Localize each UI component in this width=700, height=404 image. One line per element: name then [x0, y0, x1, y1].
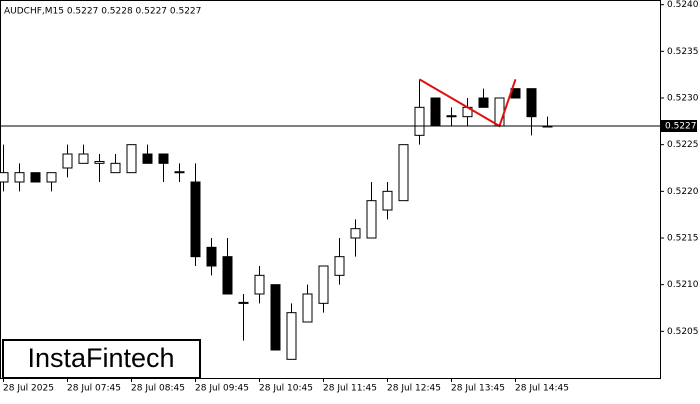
- candle-body: [430, 97, 441, 127]
- candle-body: [142, 153, 153, 164]
- candle-body: [158, 153, 169, 164]
- candle-body: [190, 181, 201, 258]
- candle-body: [270, 284, 281, 351]
- y-tick-label: 0.5220: [667, 187, 699, 197]
- x-tick-label: 28 Jul 08:45: [131, 384, 185, 394]
- candle-body: [174, 171, 185, 174]
- x-tick-label: 28 Jul 13:45: [451, 384, 505, 394]
- candle-body: [318, 265, 329, 304]
- plot-frame: [0, 0, 661, 379]
- candle-body: [254, 274, 265, 295]
- x-tick-label: 28 Jul 07:45: [67, 384, 121, 394]
- candle-body: [286, 312, 297, 360]
- y-tick-label: 0.5235: [667, 47, 699, 57]
- candle-body: [238, 301, 249, 304]
- logo-box: [2, 339, 201, 379]
- y-tick-label: 0.5230: [667, 94, 699, 104]
- candle-body: [526, 88, 537, 118]
- candle-body: [494, 97, 505, 127]
- candle-body: [382, 190, 393, 211]
- candle-body: [206, 246, 217, 267]
- candle-body: [126, 144, 137, 174]
- candle-body: [222, 256, 233, 295]
- candle-body: [62, 153, 73, 169]
- current-price-box: [661, 120, 697, 132]
- candle-body: [94, 160, 105, 164]
- y-tick-label: 0.5225: [667, 140, 699, 150]
- x-tick-label: 28 Jul 11:45: [323, 384, 377, 394]
- candle-body: [110, 162, 121, 174]
- candle-body: [398, 144, 409, 202]
- candle-body: [414, 106, 425, 136]
- candle-body: [366, 200, 377, 239]
- x-tick-label: 28 Jul 09:45: [195, 384, 249, 394]
- candle-body: [334, 256, 345, 276]
- current-price-label: 0.5227: [665, 122, 697, 132]
- x-tick-label: 28 Jul 12:45: [387, 384, 441, 394]
- candle-body: [350, 228, 361, 239]
- y-tick-label: 0.5210: [667, 280, 699, 290]
- x-tick-label: 28 Jul 14:45: [515, 384, 569, 394]
- candle-body: [46, 172, 57, 183]
- x-tick-label: 28 Jul 10:45: [259, 384, 313, 394]
- y-tick-label: 0.5240: [667, 0, 699, 10]
- y-tick-label: 0.5205: [667, 327, 699, 337]
- candle-body: [302, 293, 313, 323]
- candle-body: [30, 172, 41, 183]
- candle-body: [14, 172, 25, 183]
- chart-title: AUDCHF,M15 0.5227 0.5228 0.5227 0.5227: [4, 7, 201, 17]
- logo: InstaFintech: [27, 343, 174, 373]
- candle-body: [78, 153, 89, 164]
- candle-body: [0, 172, 9, 183]
- candle-body: [478, 97, 489, 108]
- candle-body: [446, 115, 457, 118]
- y-tick-label: 0.5215: [667, 234, 699, 244]
- x-tick-label: 28 Jul 2025: [3, 384, 54, 394]
